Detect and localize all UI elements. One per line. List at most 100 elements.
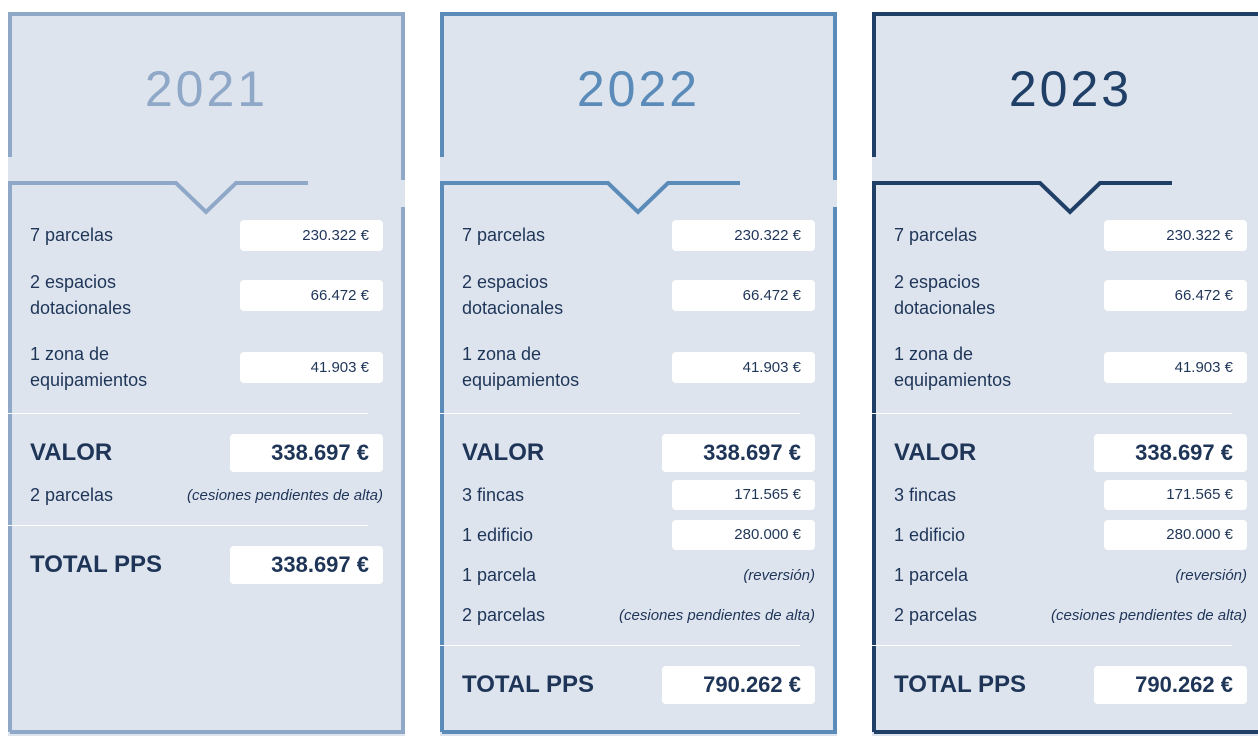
item-value: 66.472 € xyxy=(1104,279,1247,311)
item-label-line: dotacionales xyxy=(462,298,564,318)
separator xyxy=(440,645,800,646)
valor-value: 338.697 € xyxy=(230,433,383,472)
outline-stroke xyxy=(872,181,1172,732)
item-label-line: 1 zona de xyxy=(462,344,542,364)
item-row: 1 zona de equipamientos 41.903 € xyxy=(30,331,383,403)
valor-value: 338.697 € xyxy=(1094,433,1247,472)
separator xyxy=(8,525,368,526)
item-label: 1 zona de equipamientos xyxy=(30,341,147,393)
item-value: 41.903 € xyxy=(240,351,383,383)
item-label-line: dotacionales xyxy=(30,298,132,318)
valor-label: VALOR xyxy=(894,438,977,466)
extra-label: 2 parcelas xyxy=(30,484,114,505)
item-label-line: 2 espacios xyxy=(30,272,117,292)
extra-row: 2 parcelas (cesiones pendientes de alta) xyxy=(894,595,1247,635)
item-label-line: dotacionales xyxy=(894,298,996,318)
item-label-line: equipamientos xyxy=(30,370,148,390)
extra-value: 280.000 € xyxy=(672,520,815,550)
outline-stroke xyxy=(872,12,1258,157)
valor-label: VALOR xyxy=(30,438,113,466)
item-value: 66.472 € xyxy=(672,279,815,311)
extra-row: 1 edificio 280.000 € xyxy=(462,515,815,555)
item-row: 1 zona de equipamientos 41.903 € xyxy=(462,331,815,403)
item-label: 7 parcelas xyxy=(30,224,114,245)
total-row: TOTAL PPS 338.697 € xyxy=(30,540,383,590)
item-label-line: equipamientos xyxy=(894,370,1012,390)
item-label: 2 espacios dotacionales xyxy=(462,269,563,321)
item-row: 7 parcelas 230.322 € xyxy=(894,211,1247,259)
item-label: 2 espacios dotacionales xyxy=(30,269,131,321)
valor-row: VALOR 338.697 € xyxy=(462,430,815,475)
outline-stroke xyxy=(440,181,740,732)
total-label: TOTAL PPS xyxy=(30,551,163,578)
valor-row: VALOR 338.697 € xyxy=(894,430,1247,475)
panel-body: 7 parcelas 230.322 € 2 espacios dotacionale… xyxy=(440,211,815,710)
year-panel: 2021 7 parcelas 230.322 € 2 espacios dotacio… xyxy=(8,12,405,736)
item-row: 7 parcelas 230.322 € xyxy=(462,211,815,259)
extra-value: 171.565 € xyxy=(672,480,815,510)
item-row: 2 espacios dotacionales 66.472 € xyxy=(30,259,383,331)
extra-row: 3 fincas 171.565 € xyxy=(462,475,815,515)
item-label-line: 2 espacios xyxy=(894,272,981,292)
extra-row: 1 parcela (reversión) xyxy=(894,555,1247,595)
panel-body: 7 parcelas 230.322 € 2 espacios dotacionale… xyxy=(872,211,1247,710)
extra-label: 2 parcelas xyxy=(462,604,546,625)
extra-row: 1 edificio 280.000 € xyxy=(894,515,1247,555)
item-label: 7 parcelas xyxy=(462,224,546,245)
item-label: 2 espacios dotacionales xyxy=(894,269,995,321)
item-value: 41.903 € xyxy=(1104,351,1247,383)
extra-row: 3 fincas 171.565 € xyxy=(894,475,1247,515)
outline-stroke xyxy=(442,207,837,734)
outline-stroke xyxy=(8,12,405,180)
item-label-line: 1 zona de xyxy=(30,344,110,364)
extra-note: (reversión) xyxy=(743,566,815,584)
item-label-line: equipamientos xyxy=(462,370,580,390)
extra-label: 1 edificio xyxy=(462,524,534,545)
extra-label: 1 parcela xyxy=(462,564,537,585)
separator xyxy=(872,413,1232,414)
year-title: 2021 xyxy=(144,61,269,117)
extra-note: (cesiones pendientes de alta) xyxy=(187,486,383,504)
item-value: 230.322 € xyxy=(1104,219,1247,251)
outline-stroke xyxy=(8,181,308,732)
valor-value: 338.697 € xyxy=(662,433,815,472)
item-row: 2 espacios dotacionales 66.472 € xyxy=(462,259,815,331)
total-label: TOTAL PPS xyxy=(462,671,595,698)
extra-label: 1 parcela xyxy=(894,564,969,585)
item-row: 2 espacios dotacionales 66.472 € xyxy=(894,259,1247,331)
extra-label: 3 fincas xyxy=(462,484,525,505)
year-panel: 2022 7 parcelas 230.322 € 2 espacios dotacio… xyxy=(440,12,837,736)
total-value: 338.697 € xyxy=(230,546,383,584)
item-value: 41.903 € xyxy=(672,351,815,383)
year-title: 2023 xyxy=(1008,61,1133,117)
valor-label: VALOR xyxy=(462,438,545,466)
item-value: 66.472 € xyxy=(240,279,383,311)
extra-value: 171.565 € xyxy=(1104,480,1247,510)
total-value: 790.262 € xyxy=(662,666,815,704)
item-value: 230.322 € xyxy=(240,219,383,251)
extra-row: 2 parcelas (cesiones pendientes de alta) xyxy=(30,475,383,515)
extra-row: 2 parcelas (cesiones pendientes de alta) xyxy=(462,595,815,635)
item-row: 7 parcelas 230.322 € xyxy=(30,211,383,259)
outline-stroke xyxy=(440,12,837,180)
separator xyxy=(8,413,368,414)
year-panel: 2023 7 parcelas 230.322 € 2 espacios dotacio… xyxy=(872,12,1258,736)
valor-row: VALOR 338.697 € xyxy=(30,430,383,475)
extra-note: (reversión) xyxy=(1175,566,1247,584)
item-label: 1 zona de equipamientos xyxy=(894,341,1011,393)
item-label-line: 1 zona de xyxy=(894,344,974,364)
outline-stroke xyxy=(10,207,405,734)
separator xyxy=(440,413,800,414)
extra-label: 3 fincas xyxy=(894,484,957,505)
extra-note: (cesiones pendientes de alta) xyxy=(619,606,815,624)
panel-body: 7 parcelas 230.322 € 2 espacios dotacionale… xyxy=(8,211,383,590)
total-value: 790.262 € xyxy=(1094,666,1247,704)
item-value: 230.322 € xyxy=(672,219,815,251)
item-row: 1 zona de equipamientos 41.903 € xyxy=(894,331,1247,403)
separator xyxy=(872,645,1232,646)
extra-row: 1 parcela (reversión) xyxy=(462,555,815,595)
item-label: 7 parcelas xyxy=(894,224,978,245)
total-label: TOTAL PPS xyxy=(894,671,1027,698)
total-row: TOTAL PPS 790.262 € xyxy=(462,660,815,710)
